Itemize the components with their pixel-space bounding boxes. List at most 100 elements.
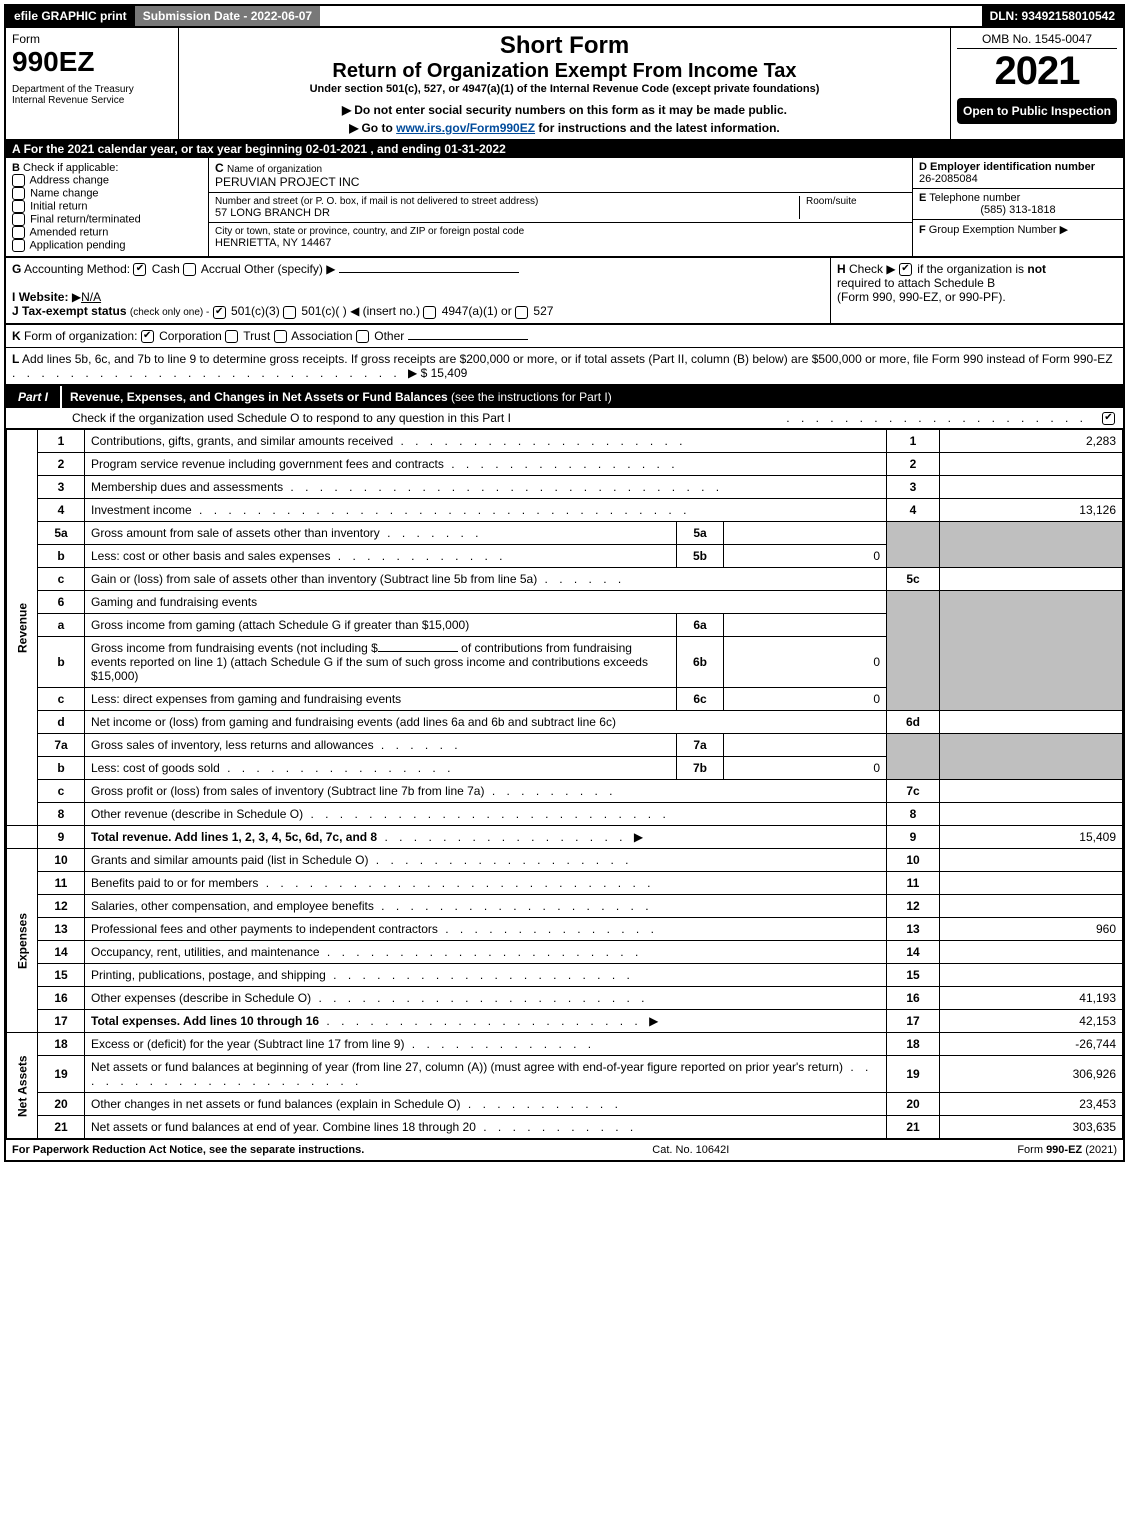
open-public-badge: Open to Public Inspection [957,98,1117,124]
line-16-amt: 41,193 [940,987,1123,1010]
omb-no: OMB No. 1545-0047 [957,32,1117,49]
line-1: Revenue 1 Contributions, gifts, grants, … [7,430,1123,453]
line-6d: dNet income or (loss) from gaming and fu… [7,711,1123,734]
line-17-amt: 42,153 [940,1010,1123,1033]
note-goto: Go to www.irs.gov/Form990EZ for instruct… [185,121,944,135]
line-20: 20Other changes in net assets or fund ba… [7,1093,1123,1116]
org-name: PERUVIAN PROJECT INC [215,175,359,189]
line-16: 16Other expenses (describe in Schedule O… [7,987,1123,1010]
department: Department of the Treasury Internal Reve… [12,84,172,106]
d-label: Employer identification number [930,161,1095,173]
line-21-amt: 303,635 [940,1116,1123,1139]
dln: DLN: 93492158010542 [982,6,1123,26]
line-12: 12Salaries, other compensation, and empl… [7,895,1123,918]
checkbox-trust[interactable] [225,330,238,343]
checkbox-association[interactable] [274,330,287,343]
part-i-header: Part I Revenue, Expenses, and Changes in… [4,386,1125,408]
l-amount: $ 15,409 [421,366,468,380]
under-section: Under section 501(c), 527, or 4947(a)(1)… [185,83,944,95]
section-a: A For the 2021 calendar year, or tax yea… [4,140,1125,158]
revenue-label: Revenue [7,430,38,826]
checkbox-h[interactable]: ✔ [899,263,912,276]
checkbox-address-change[interactable] [12,174,25,187]
line-9: 9 Total revenue. Add lines 1, 2, 3, 4, 5… [7,826,1123,849]
footer-left: For Paperwork Reduction Act Notice, see … [12,1144,364,1156]
line-15: 15Printing, publications, postage, and s… [7,964,1123,987]
irs-link[interactable]: www.irs.gov/Form990EZ [396,121,535,135]
efile-print-button[interactable]: efile GRAPHIC print [6,6,135,26]
g-label: Accounting Method: [24,262,130,276]
checkbox-amended-return[interactable] [12,226,25,239]
line-8: 8Other revenue (describe in Schedule O) … [7,803,1123,826]
h-pre: Check ▶ [849,262,896,276]
line-6: 6Gaming and fundraising events [7,591,1123,614]
checkbox-accrual[interactable] [183,263,196,276]
checkbox-name-change[interactable] [12,187,25,200]
part-i-checknote: Check if the organization used Schedule … [4,408,1125,429]
checkbox-4947[interactable] [423,306,436,319]
form-label: Form [12,32,172,46]
telephone: (585) 313-1818 [919,204,1117,216]
room-suite-label: Room/suite [799,196,906,219]
form-number: 990EZ [12,46,172,78]
line-13: 13Professional fees and other payments t… [7,918,1123,941]
return-title: Return of Organization Exempt From Incom… [185,60,944,83]
org-info-block: B Check if applicable: Address change Na… [4,158,1125,257]
i-label: Website: [19,290,69,304]
line-7a: 7a Gross sales of inventory, less return… [7,734,1123,757]
line-5a: 5a Gross amount from sale of assets othe… [7,522,1123,545]
top-bar: efile GRAPHIC print Submission Date - 20… [4,4,1125,28]
street-label: Number and street (or P. O. box, if mail… [215,196,799,207]
checkbox-corporation[interactable]: ✔ [141,330,154,343]
line-10: Expenses 10Grants and similar amounts pa… [7,849,1123,872]
line-4: 4Investment income . . . . . . . . . . .… [7,499,1123,522]
line-13-amt: 960 [940,918,1123,941]
checkbox-501c3[interactable]: ✔ [213,306,226,319]
line-2: 2Program service revenue including gover… [7,453,1123,476]
checkbox-initial-return[interactable] [12,200,25,213]
org-street: 57 LONG BRANCH DR [215,207,799,219]
line-14: 14Occupancy, rent, utilities, and mainte… [7,941,1123,964]
submission-date: Submission Date - 2022-06-07 [135,6,320,26]
b-title: Check if applicable: [23,162,118,174]
c-name-label: Name of organization [227,164,322,175]
tax-year: 2021 [957,49,1117,94]
line-21: 21Net assets or fund balances at end of … [7,1116,1123,1139]
part-i-tab: Part I [6,386,62,408]
page-footer: For Paperwork Reduction Act Notice, see … [4,1139,1125,1162]
expenses-label: Expenses [7,849,38,1033]
part-i-table: Revenue 1 Contributions, gifts, grants, … [6,429,1123,1139]
e-label: Telephone number [929,192,1020,204]
checkbox-schedule-o[interactable]: ✔ [1102,412,1115,425]
f-label: Group Exemption Number [929,224,1057,236]
line-20-amt: 23,453 [940,1093,1123,1116]
line-11: 11Benefits paid to or for members . . . … [7,872,1123,895]
arrow-icon: ▶ [1060,224,1068,236]
checkbox-final-return[interactable] [12,213,25,226]
line-9-amt: 15,409 [940,826,1123,849]
line-7c: cGross profit or (loss) from sales of in… [7,780,1123,803]
city-label: City or town, state or province, country… [215,226,906,237]
ein: 26-2085084 [919,173,978,185]
line-19: 19Net assets or fund balances at beginni… [7,1056,1123,1093]
line-1-amt: 2,283 [940,430,1123,453]
checkbox-cash[interactable]: ✔ [133,263,146,276]
line-3: 3Membership dues and assessments . . . .… [7,476,1123,499]
footer-right: Form 990-EZ (2021) [1017,1144,1117,1156]
checkbox-501c[interactable] [283,306,296,319]
j-label: Tax-exempt status [22,304,126,318]
line-18: Net Assets 18Excess or (deficit) for the… [7,1033,1123,1056]
line-18-amt: -26,744 [940,1033,1123,1056]
section-l: L Add lines 5b, 6c, and 7b to line 9 to … [4,348,1125,386]
k-label: Form of organization: [24,329,137,343]
net-assets-label: Net Assets [7,1033,38,1139]
checkbox-527[interactable] [515,306,528,319]
line-19-amt: 306,926 [940,1056,1123,1093]
section-k: K Form of organization: ✔ Corporation Tr… [4,324,1125,348]
checkbox-other-org[interactable] [356,330,369,343]
line-5c: cGain or (loss) from sale of assets othe… [7,568,1123,591]
checkbox-application-pending[interactable] [12,239,25,252]
l-text: Add lines 5b, 6c, and 7b to line 9 to de… [22,352,1113,366]
website: N/A [81,290,101,304]
line-4-amt: 13,126 [940,499,1123,522]
